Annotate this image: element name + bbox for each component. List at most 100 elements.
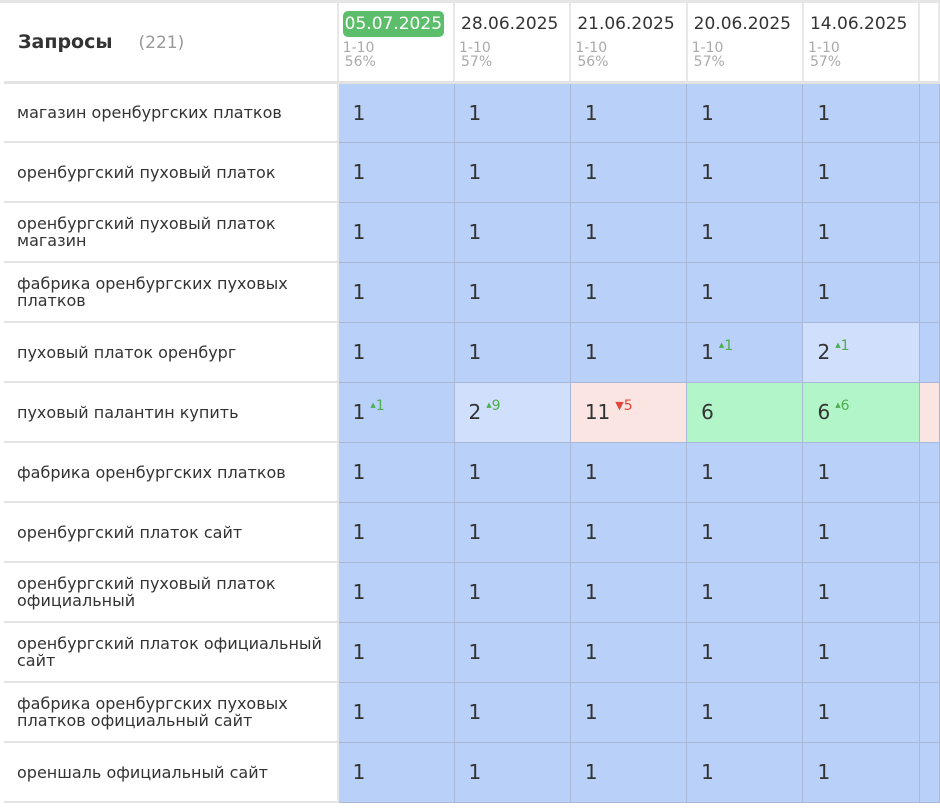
position-cell[interactable]: 1 <box>802 141 920 203</box>
column-date[interactable]: 14.06.2025 <box>809 14 908 34</box>
position-cell[interactable]: 1 <box>686 621 804 683</box>
position-cell[interactable]: 1 <box>686 141 804 203</box>
position-cell[interactable]: 1 <box>453 201 571 263</box>
date-column-header[interactable]: 21.06.2025 1-10 56% <box>570 3 688 84</box>
query-cell[interactable]: ореншаль официальный сайт <box>4 742 339 803</box>
query-cell[interactable]: магазин оренбургских платков <box>4 82 339 143</box>
column-date[interactable]: 21.06.2025 <box>577 14 675 34</box>
position-cell[interactable]: 1 <box>337 501 455 563</box>
position-cell[interactable]: 1 <box>569 621 688 683</box>
position-cell[interactable]: 1 <box>453 81 571 143</box>
position-cell[interactable]: 1 <box>569 741 688 803</box>
position-value: 1 <box>817 160 831 184</box>
position-cell[interactable]: 1 ▲1 <box>686 321 804 383</box>
column-range: 1-10 <box>691 40 724 56</box>
queries-header[interactable]: Запросы (221) <box>4 3 339 84</box>
position-cell[interactable]: 1 <box>686 261 804 323</box>
position-cell[interactable]: 1 <box>453 441 571 503</box>
position-cell[interactable]: 1 <box>686 681 804 743</box>
position-cell[interactable]: 1 <box>337 321 455 383</box>
position-cell[interactable]: 1 <box>802 741 920 803</box>
position-value: 1 <box>701 220 714 244</box>
position-cell[interactable]: 1 <box>337 141 455 203</box>
position-cell[interactable]: 1 <box>686 501 804 563</box>
position-cell[interactable]: 1 <box>802 561 920 623</box>
query-cell[interactable]: пуховый палантин купить <box>4 382 339 443</box>
position-cell[interactable]: 1 <box>453 261 571 323</box>
query-cell[interactable]: оренбургский платок сайт <box>4 502 339 563</box>
query-cell[interactable]: оренбургский платок официальный сайт <box>4 622 339 683</box>
position-cell[interactable]: 1 <box>686 741 804 803</box>
position-cell[interactable]: 1 <box>453 501 571 563</box>
position-cell[interactable]: 1 <box>802 501 920 563</box>
query-text: фабрика оренбургских пуховых платков <box>17 274 288 310</box>
query-cell[interactable]: оренбургский пуховый платок <box>4 142 339 203</box>
position-cell[interactable]: 1 <box>337 441 455 503</box>
position-cell[interactable]: 1 <box>453 621 571 683</box>
position-cell[interactable]: 2 ▲1 <box>802 321 920 383</box>
query-cell[interactable]: фабрика оренбургских платков <box>4 442 339 503</box>
partial-cell <box>918 381 940 443</box>
queries-count: (221) <box>138 32 185 53</box>
position-cell[interactable]: 1 <box>453 741 571 803</box>
query-cell[interactable]: пуховый платок оренбург <box>4 322 339 383</box>
position-value: 1 <box>817 760 831 784</box>
column-date[interactable]: 05.07.2025 <box>342 11 445 37</box>
position-cell[interactable]: 6 <box>686 381 804 443</box>
position-value: 1 <box>817 100 831 125</box>
query-cell[interactable]: оренбургский пуховый платок магазин <box>4 202 339 263</box>
position-cell[interactable]: 1 <box>453 321 571 383</box>
position-value: 1 <box>701 460 714 484</box>
date-column-header[interactable]: 14.06.2025 1-10 57% <box>802 3 921 84</box>
position-cell[interactable]: 1 <box>802 441 920 503</box>
position-cell[interactable]: 1 <box>453 141 571 203</box>
position-cell[interactable]: 11 ▼5 <box>569 381 688 443</box>
query-cell[interactable]: фабрика оренбургских пуховых платков <box>4 262 339 323</box>
position-change: ▲9 <box>486 398 500 414</box>
position-cell[interactable]: 1 <box>569 261 688 323</box>
position-cell[interactable]: 1 <box>802 681 920 743</box>
position-cell[interactable]: 1 <box>453 561 571 623</box>
position-cell[interactable]: 1 <box>569 501 688 563</box>
position-cell[interactable]: 1 <box>569 141 688 203</box>
date-column-header[interactable]: 05.07.2025 1-10 56% <box>337 3 456 84</box>
query-cell[interactable]: оренбургский пуховый платок официальный <box>4 562 339 623</box>
position-cell[interactable]: 1 <box>569 441 688 503</box>
position-cell[interactable]: 1 <box>569 201 688 263</box>
position-cell[interactable]: 1 <box>337 201 455 263</box>
partial-cell <box>918 201 940 263</box>
position-value: 1 <box>817 580 831 604</box>
query-cell[interactable]: фабрика оренбургских пуховых платков офи… <box>4 682 339 743</box>
position-value: 1 <box>468 160 482 184</box>
column-range: 1-10 <box>807 40 840 56</box>
date-column-header[interactable]: 20.06.2025 1-10 57% <box>686 3 804 84</box>
position-cell[interactable]: 1 <box>337 561 455 623</box>
position-cell[interactable]: 1 <box>569 321 688 383</box>
position-cell[interactable]: 1 <box>337 261 455 323</box>
position-value: 2 <box>817 340 831 364</box>
position-cell[interactable]: 1 <box>337 681 455 743</box>
position-cell[interactable]: 1 <box>686 561 804 623</box>
column-date[interactable]: 20.06.2025 <box>693 14 791 34</box>
position-cell[interactable]: 1 <box>802 621 920 683</box>
date-column-header[interactable]: 28.06.2025 1-10 57% <box>454 3 572 84</box>
position-cell[interactable]: 2 ▲9 <box>453 381 571 443</box>
column-percent: 57% <box>693 54 725 70</box>
position-cell[interactable]: 6 ▲6 <box>802 381 920 443</box>
position-cell[interactable]: 1 <box>337 741 455 803</box>
position-cell[interactable]: 1 <box>569 681 688 743</box>
position-cell[interactable]: 1 <box>802 201 920 263</box>
column-date[interactable]: 28.06.2025 <box>461 14 559 34</box>
position-cell[interactable]: 1 <box>337 621 455 683</box>
position-cell[interactable]: 1 ▲1 <box>337 381 455 443</box>
position-cell[interactable]: 1 <box>569 561 688 623</box>
position-cell[interactable]: 1 <box>802 261 920 323</box>
position-cell[interactable]: 1 <box>686 81 804 143</box>
position-cell[interactable]: 1 <box>802 81 920 143</box>
position-cell[interactable]: 1 <box>337 81 455 143</box>
position-cell[interactable]: 1 <box>569 81 688 143</box>
position-cell[interactable]: 1 <box>686 201 804 263</box>
partial-cell <box>918 261 940 323</box>
position-cell[interactable]: 1 <box>453 681 571 743</box>
position-cell[interactable]: 1 <box>686 441 804 503</box>
